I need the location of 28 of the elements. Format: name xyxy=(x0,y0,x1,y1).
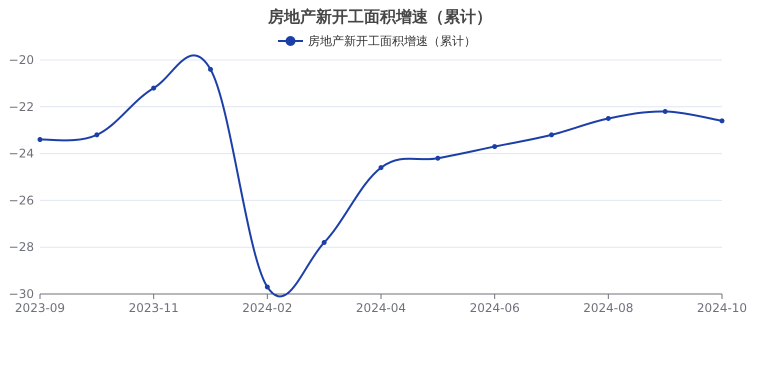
point xyxy=(208,66,213,72)
x-tick-label: 2024-10 xyxy=(696,301,748,315)
x-tick-label: 2024-04 xyxy=(356,301,406,315)
y-tick-label: −26 xyxy=(8,193,34,208)
y-tick-label: −24 xyxy=(8,146,34,161)
y-tick-label: −20 xyxy=(8,53,34,67)
point xyxy=(264,284,270,290)
x-tick-label: 2024-06 xyxy=(470,301,520,315)
point xyxy=(662,108,668,114)
point xyxy=(94,132,100,138)
y-tick-label: −22 xyxy=(8,100,34,114)
point xyxy=(606,116,611,121)
x-tick-label: 2023-09 xyxy=(14,301,66,315)
point xyxy=(549,132,554,138)
chart-title: 房地产新开工面积增速（累计） xyxy=(267,7,492,26)
y-tick-label: −28 xyxy=(8,240,34,254)
point xyxy=(378,165,384,170)
y-tick-label: −30 xyxy=(8,287,34,301)
point xyxy=(151,86,156,91)
point xyxy=(435,156,440,161)
point xyxy=(720,118,724,124)
point xyxy=(492,144,498,150)
x-tick-label: 2023-11 xyxy=(128,301,179,315)
legend-label: 房地产新开工面积增速（累计） xyxy=(308,34,476,48)
point xyxy=(322,240,327,246)
point xyxy=(38,137,42,142)
x-tick-label: 2024-08 xyxy=(583,301,634,315)
x-tick-label: 2024-02 xyxy=(242,301,292,315)
